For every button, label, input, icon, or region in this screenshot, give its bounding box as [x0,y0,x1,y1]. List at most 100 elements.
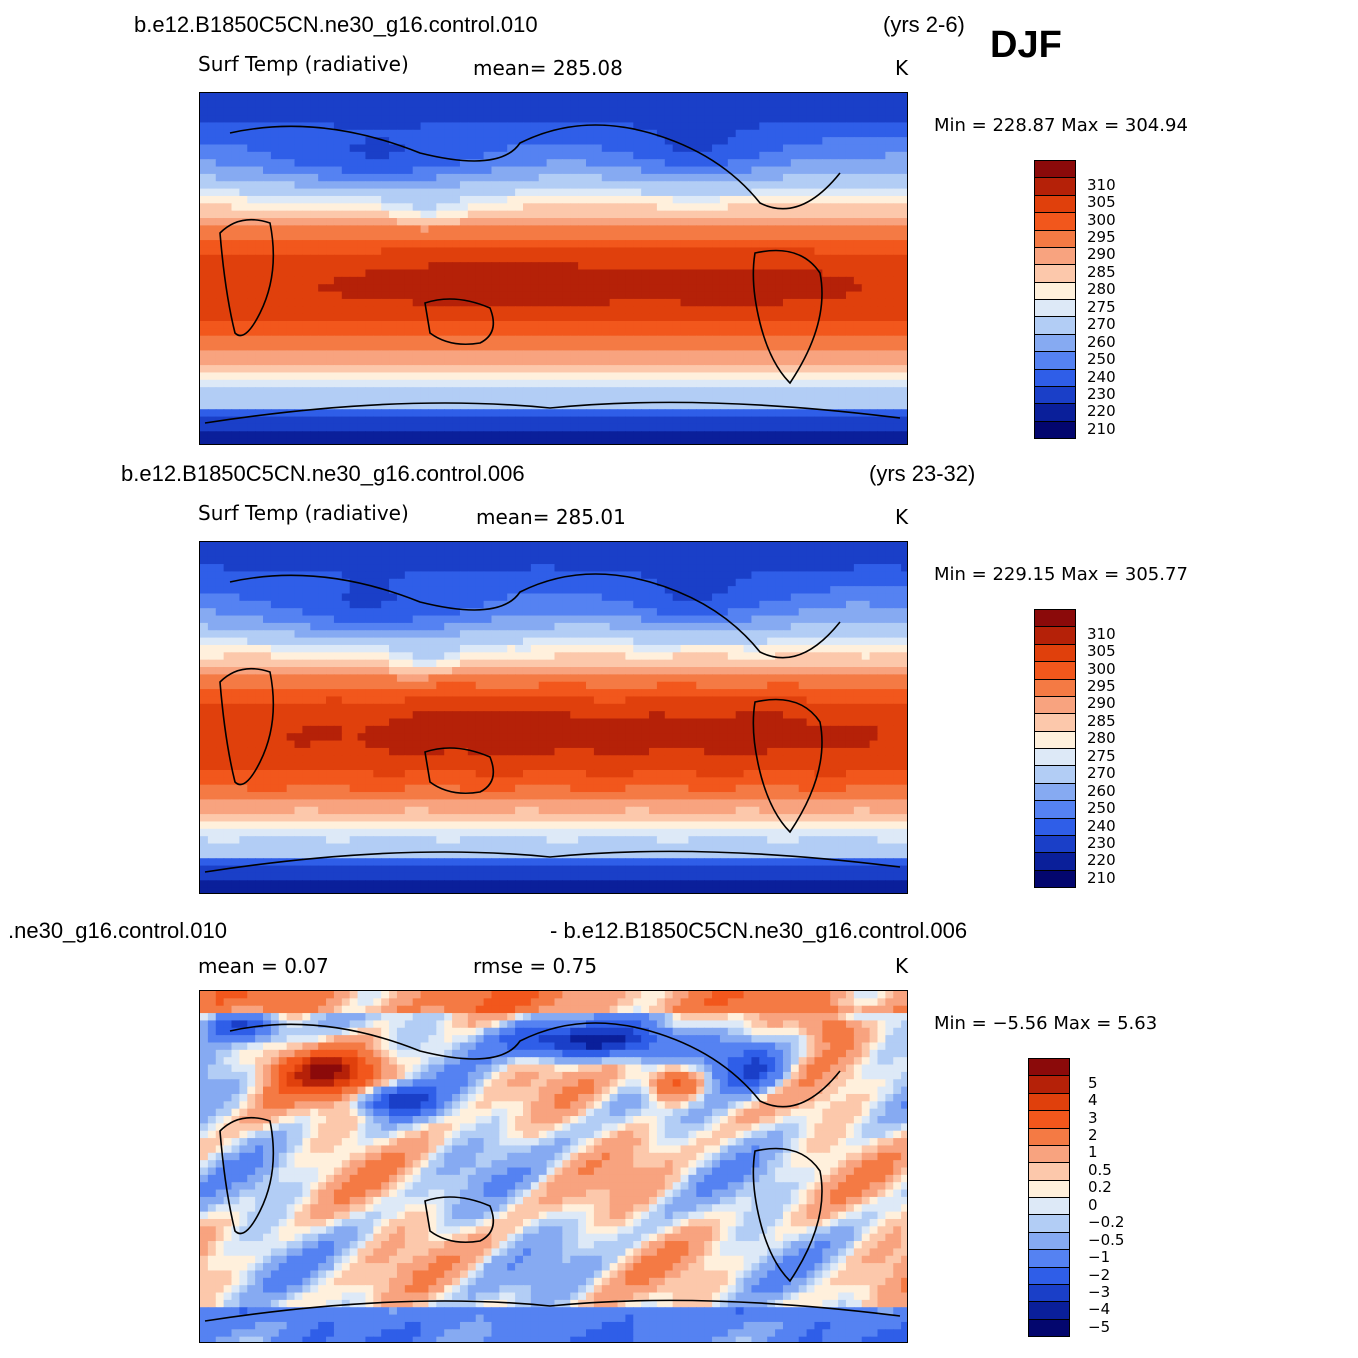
colorbar-segment [1029,1302,1069,1320]
colorbar-segment [1035,300,1075,318]
colorbar-segment [1035,421,1075,438]
coastline [204,401,901,424]
colorbar-segment [1035,265,1075,283]
colorbar-tick-label: 275 [1087,297,1116,316]
colorbar-tick-label: −3 [1088,1282,1111,1301]
panel3-rmse: rmse = 0.75 [473,954,598,978]
panel2-case-title: b.e12.B1850C5CN.ne30_g16.control.006 [121,461,525,486]
coastline [219,1116,275,1235]
colorbar-tick-label: 230 [1087,384,1116,403]
coastline [752,698,823,834]
colorbar-segment [1035,352,1075,370]
colorbar-segment [1035,679,1075,697]
colorbar-tick-label: 1 [1088,1143,1098,1162]
colorbar-segment [1029,1059,1069,1077]
colorbar-segment [1029,1267,1069,1285]
colorbar-segment [1035,317,1075,335]
colorbar-segment [1035,835,1075,854]
coastline [229,573,841,659]
field-cells [200,991,907,1342]
colorbar-segment [1029,1128,1069,1146]
coastline [204,1299,901,1322]
panel2-map [199,541,908,894]
colorbar-tick-label: 0 [1088,1195,1098,1214]
panel1-map [199,92,908,445]
colorbar-segment [1035,818,1075,836]
panel3-map [199,990,908,1343]
colorbar-segment [1035,749,1075,767]
colorbar-segment [1035,213,1075,231]
colorbar-tick-label: 260 [1087,332,1116,351]
colorbar-segment [1035,853,1075,871]
colorbar-tick-label: 260 [1087,781,1116,800]
colorbar-segment [1035,369,1075,387]
colorbar-tick-label: 290 [1087,245,1116,264]
colorbar-segment [1029,1232,1069,1251]
colorbar-segment [1035,696,1075,715]
colorbar-tick-label: 270 [1087,315,1116,334]
colorbar-tick-label: 300 [1087,659,1116,678]
colorbar-segment [1035,161,1075,179]
coastline [752,249,823,385]
colorbar-tick-label: 2 [1088,1126,1098,1145]
panel1-colorbar [1034,160,1076,439]
coastline [752,1147,823,1283]
colorbar-tick-label: 280 [1087,280,1116,299]
colorbar-segment [1035,178,1075,196]
colorbar-segment [1035,627,1075,645]
colorbar-segment [1035,195,1075,214]
panel2-colorbar [1034,609,1076,888]
colorbar-tick-label: 270 [1087,764,1116,783]
panel1-mean: mean= 285.08 [473,56,623,80]
colorbar-segment [1035,662,1075,680]
panel1-years: (yrs 2-6) [883,12,965,37]
colorbar-segment [1035,334,1075,353]
colorbar-tick-label: 300 [1087,210,1116,229]
colorbar-tick-label: 250 [1087,350,1116,369]
colorbar-tick-label: −0.2 [1088,1213,1125,1232]
field-cells [200,542,907,893]
colorbar-tick-label: 210 [1087,419,1116,438]
coastline [424,1196,495,1244]
panel1-units: K [895,56,909,80]
colorbar-tick-label: 3 [1088,1108,1098,1127]
colorbar-tick-label: 305 [1087,193,1116,212]
colorbar-segment [1029,1319,1069,1336]
colorbar-tick-label: 305 [1087,642,1116,661]
panel2-variable: Surf Temp (radiative) [198,501,409,525]
panel3-minmax: Min = −5.56 Max = 5.63 [934,1013,1158,1034]
colorbar-segment [1029,1093,1069,1112]
coastline [229,1022,841,1108]
colorbar-segment [1029,1250,1069,1268]
colorbar-tick-label: −2 [1088,1265,1111,1284]
colorbar-segment [1035,610,1075,628]
colorbar-segment [1035,870,1075,887]
colorbar-tick-label: 310 [1087,175,1116,194]
colorbar-segment [1035,644,1075,663]
colorbar-tick-label: 5 [1088,1073,1098,1092]
panel1-case-title: b.e12.B1850C5CN.ne30_g16.control.010 [134,12,538,37]
colorbar-tick-label: 295 [1087,677,1116,696]
colorbar-segment [1035,230,1075,248]
season-label: DJF [990,24,1062,66]
colorbar-segment [1029,1180,1069,1198]
panel1-minmax: Min = 228.87 Max = 304.94 [934,115,1188,136]
colorbar-segment [1035,731,1075,749]
colorbar-tick-label: 275 [1087,746,1116,765]
colorbar-segment [1029,1215,1069,1233]
colorbar-tick-label: 220 [1087,402,1116,421]
coastline [204,850,901,873]
panel2-mean: mean= 285.01 [476,505,626,529]
panel2-years: (yrs 23-32) [869,461,976,486]
panel2-minmax: Min = 229.15 Max = 305.77 [934,564,1188,585]
colorbar-segment [1035,714,1075,732]
colorbar-tick-label: 250 [1087,799,1116,818]
panel3-units: K [895,954,909,978]
colorbar-tick-label: 285 [1087,711,1116,730]
colorbar-segment [1035,783,1075,802]
colorbar-tick-label: 290 [1087,694,1116,713]
colorbar-tick-label: 220 [1087,851,1116,870]
colorbar-segment [1035,404,1075,422]
coastline [219,218,275,337]
colorbar-tick-label: −4 [1088,1300,1111,1319]
